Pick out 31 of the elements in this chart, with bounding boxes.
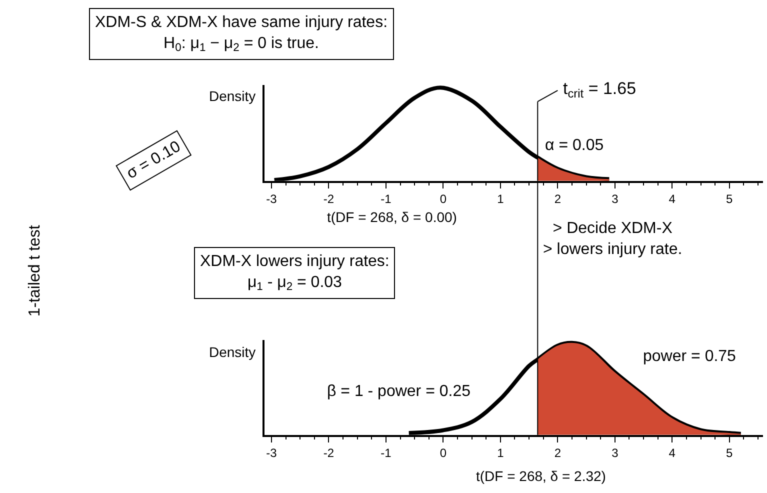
x-tick-label: 4: [668, 192, 676, 206]
text: XDM-X lowers injury rates: μ$_{1}$ - μ$_{2}$ = 0.03: [200, 253, 390, 294]
x-tick-label: -3: [266, 446, 278, 460]
x-tick-label: -2: [323, 446, 334, 460]
x-tick-label: -2: [323, 192, 334, 206]
x-axis-title: t(DF = 268, δ = 2.32): [476, 468, 606, 484]
y-axis-title: Density: [209, 88, 256, 104]
x-tick-label: -1: [380, 192, 392, 206]
x-tick-label: 0: [440, 192, 447, 206]
text: σ = 0.10: [124, 138, 184, 183]
x-tick-label: 5: [726, 192, 734, 206]
x-tick-label: 2: [554, 446, 562, 460]
annotation: power = 0.75: [643, 348, 736, 365]
x-tick-label: -1: [380, 446, 392, 460]
x-tick-label: 1: [497, 192, 504, 206]
annotation: β = 1 - power = 0.25: [327, 383, 471, 400]
x-tick-label: 5: [726, 446, 734, 460]
annotation: α = 0.05: [545, 137, 604, 154]
text: > Decide XDM-X > lowers injury rate.: [543, 220, 682, 258]
text: 1-tailed t test: [26, 224, 44, 317]
x-tick-label: 3: [612, 446, 619, 460]
x-tick-label: 3: [612, 192, 619, 206]
ref-line-label: t$_{crit}$ = 1.65: [563, 79, 636, 101]
x-tick-label: 4: [668, 446, 676, 460]
x-tick-label: 0: [440, 446, 447, 460]
y-axis-title: Density: [209, 344, 256, 360]
x-tick-label: 2: [554, 192, 562, 206]
x-tick-label: 1: [497, 446, 504, 460]
x-axis-title: t(DF = 268, δ = 0.00): [327, 209, 457, 225]
x-tick-label: -3: [266, 192, 278, 206]
text: XDM-S & XDM-X have same injury rates: H$_{0}$: μ$_{1}$ − μ$_{2}$ = 0 is true.: [95, 14, 388, 54]
